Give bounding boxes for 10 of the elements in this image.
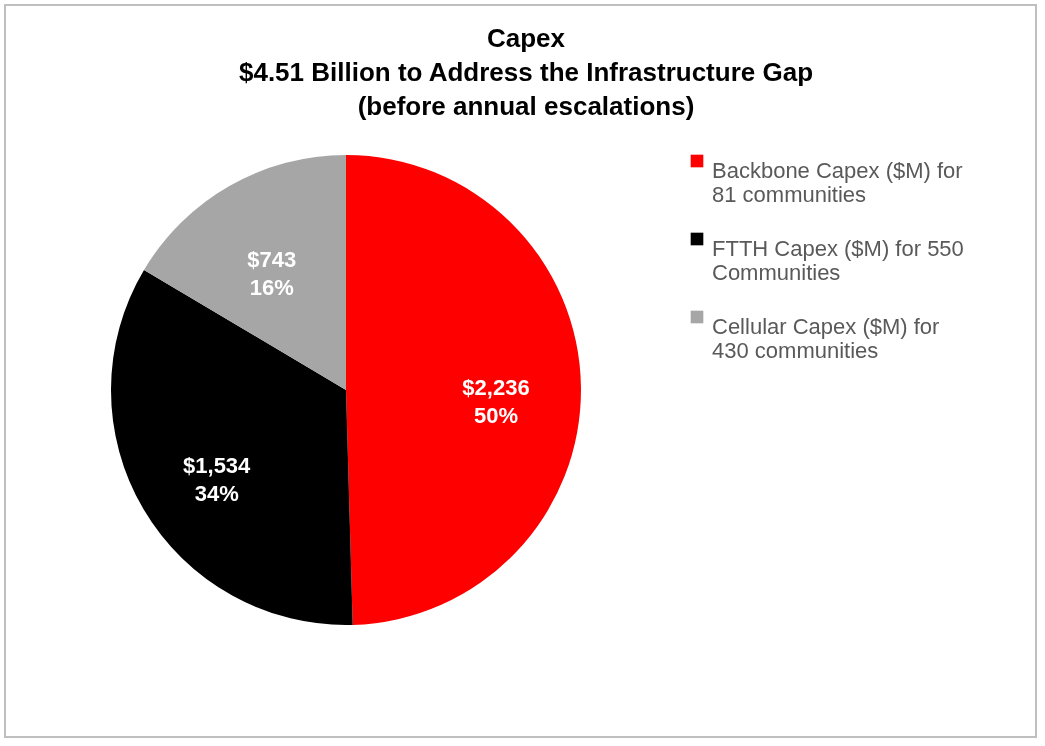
data-label: $2,236 50% bbox=[462, 374, 530, 428]
data-label: $1,534 34% bbox=[183, 453, 252, 507]
legend-label: Backbone Capex ($M) for 81 communities bbox=[712, 158, 963, 207]
pie-slice bbox=[144, 155, 346, 390]
legend-label: Cellular Capex ($M) for 430 communities bbox=[712, 314, 940, 363]
data-label: $743 16% bbox=[247, 246, 297, 300]
pie-slice bbox=[346, 155, 581, 625]
chart-title: Capex $4.51 Billion to Address the Infrastructure Gap (before annual escalations) bbox=[238, 23, 814, 121]
pie-slice bbox=[111, 269, 353, 625]
legend-label: FTTH Capex ($M) for 550 Communities bbox=[712, 236, 964, 285]
